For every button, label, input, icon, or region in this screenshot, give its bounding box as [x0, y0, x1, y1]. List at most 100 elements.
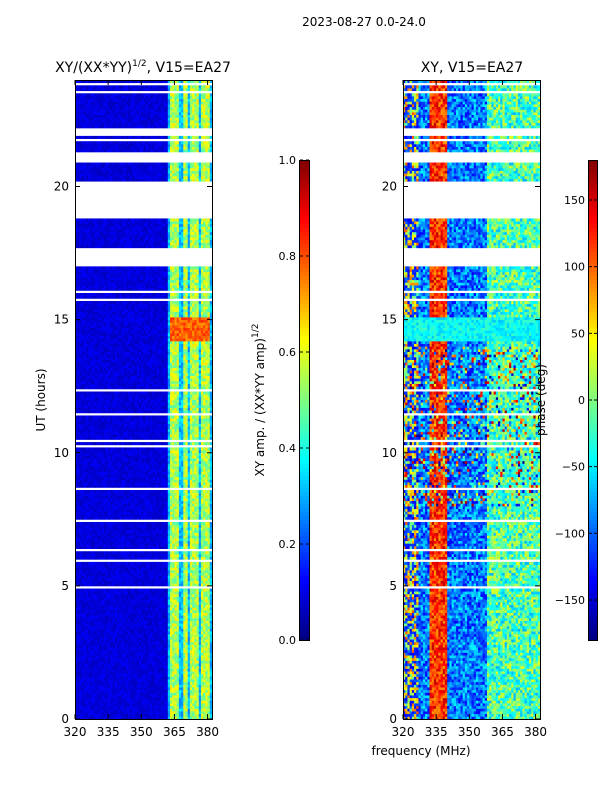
figure-suptitle: 2023-08-27 0.0-24.0 [302, 15, 426, 29]
heatmap-cell [77, 671, 81, 675]
heatmap-cell [185, 545, 189, 549]
heatmap-cell [121, 631, 125, 635]
heatmap-cell [147, 625, 151, 629]
heatmap-cell [170, 711, 173, 715]
heatmap-cell [130, 593, 134, 597]
heatmap-cell [114, 609, 118, 613]
heatmap-cell [143, 593, 147, 597]
heatmap-cell [163, 657, 167, 661]
heatmap-cell [79, 689, 83, 693]
heatmap-cell [121, 665, 125, 669]
heatmap-cell [156, 564, 160, 568]
heatmap-cell [198, 572, 202, 576]
heatmap-cell [139, 711, 142, 715]
heatmap-cell [194, 551, 198, 555]
heatmap-cell [196, 697, 200, 701]
heatmap-cell [75, 689, 78, 693]
heatmap-cell [97, 615, 100, 619]
heatmap-cell [110, 617, 114, 621]
heatmap-cell [143, 663, 147, 667]
heatmap-cell [119, 625, 122, 629]
heatmap-cell [145, 601, 149, 605]
heatmap-cell [141, 569, 145, 573]
heatmap-cell [154, 716, 158, 720]
heatmap-cell [116, 591, 120, 595]
heatmap-cell [134, 599, 138, 603]
heatmap-cell [200, 689, 204, 693]
heatmap-cell [170, 655, 173, 659]
heatmap-cell [101, 617, 105, 621]
heatmap-cell [178, 601, 182, 605]
heatmap-cell [161, 697, 164, 701]
heatmap-cell [209, 628, 213, 632]
heatmap-cell [143, 623, 147, 627]
heatmap-cell [194, 561, 198, 565]
heatmap-cell [156, 543, 160, 547]
heatmap-cell [134, 617, 138, 621]
heatmap-cell [141, 692, 145, 696]
heatmap-cell [94, 596, 98, 600]
heatmap-cell [163, 711, 167, 715]
heatmap-cell [167, 655, 171, 659]
heatmap-cell [136, 583, 140, 587]
heatmap-cell [86, 631, 89, 635]
heatmap-cell [81, 665, 85, 669]
heatmap-cell [119, 713, 122, 717]
heatmap-cell [92, 569, 96, 573]
heatmap-cell [161, 644, 164, 648]
heatmap-cell [192, 703, 195, 707]
heatmap-cell [172, 657, 176, 661]
heatmap-cell [187, 663, 191, 667]
heatmap-cell [170, 604, 173, 608]
heatmap-cell [132, 676, 136, 680]
heatmap-cell [194, 660, 198, 664]
heatmap-cell [114, 633, 118, 637]
heatmap-cell [189, 700, 193, 704]
heatmap-cell [183, 617, 187, 621]
heatmap-cell [99, 604, 103, 608]
heatmap-cell [143, 649, 147, 653]
heatmap-cell [152, 615, 156, 619]
heatmap-cell [198, 553, 202, 557]
heatmap-cell [139, 697, 142, 701]
heatmap-cell [163, 684, 167, 688]
heatmap-cell [161, 607, 164, 611]
heatmap-cell [81, 711, 85, 715]
heatmap-cell [161, 631, 164, 635]
heatmap-cell [101, 665, 105, 669]
heatmap-cell [75, 593, 78, 597]
heatmap-cell [203, 540, 206, 544]
heatmap-cell [125, 575, 129, 579]
heatmap-cell [110, 676, 114, 680]
heatmap-cell [139, 636, 142, 640]
heatmap-cell [198, 671, 202, 675]
heatmap-cell [123, 575, 127, 579]
heatmap-cell [125, 567, 129, 571]
heatmap-cell [128, 625, 131, 629]
heatmap-cell [134, 703, 138, 707]
heatmap-cell [192, 609, 195, 613]
heatmap-cell [123, 697, 127, 701]
heatmap-cell [152, 580, 156, 584]
heatmap-cell [94, 673, 98, 677]
heatmap-cell [165, 564, 169, 568]
heatmap-cell [99, 655, 103, 659]
heatmap-cell [170, 633, 173, 637]
heatmap-cell [114, 652, 118, 656]
heatmap-cell [79, 649, 83, 653]
heatmap-cell [130, 567, 134, 571]
heatmap-cell [183, 641, 187, 645]
heatmap-cell [181, 631, 184, 635]
heatmap-cell [156, 625, 160, 629]
heatmap-cell [75, 652, 78, 656]
heatmap-cell [163, 652, 167, 656]
heatmap-cell [161, 609, 164, 613]
heatmap-cell [110, 673, 114, 677]
heatmap-cell [205, 687, 209, 691]
heatmap-cell [165, 647, 169, 651]
heatmap-cell [198, 599, 202, 603]
heatmap-cell [150, 671, 153, 675]
heatmap-cell [119, 575, 122, 579]
heatmap-cell [145, 572, 149, 576]
heatmap-cell [99, 612, 103, 616]
